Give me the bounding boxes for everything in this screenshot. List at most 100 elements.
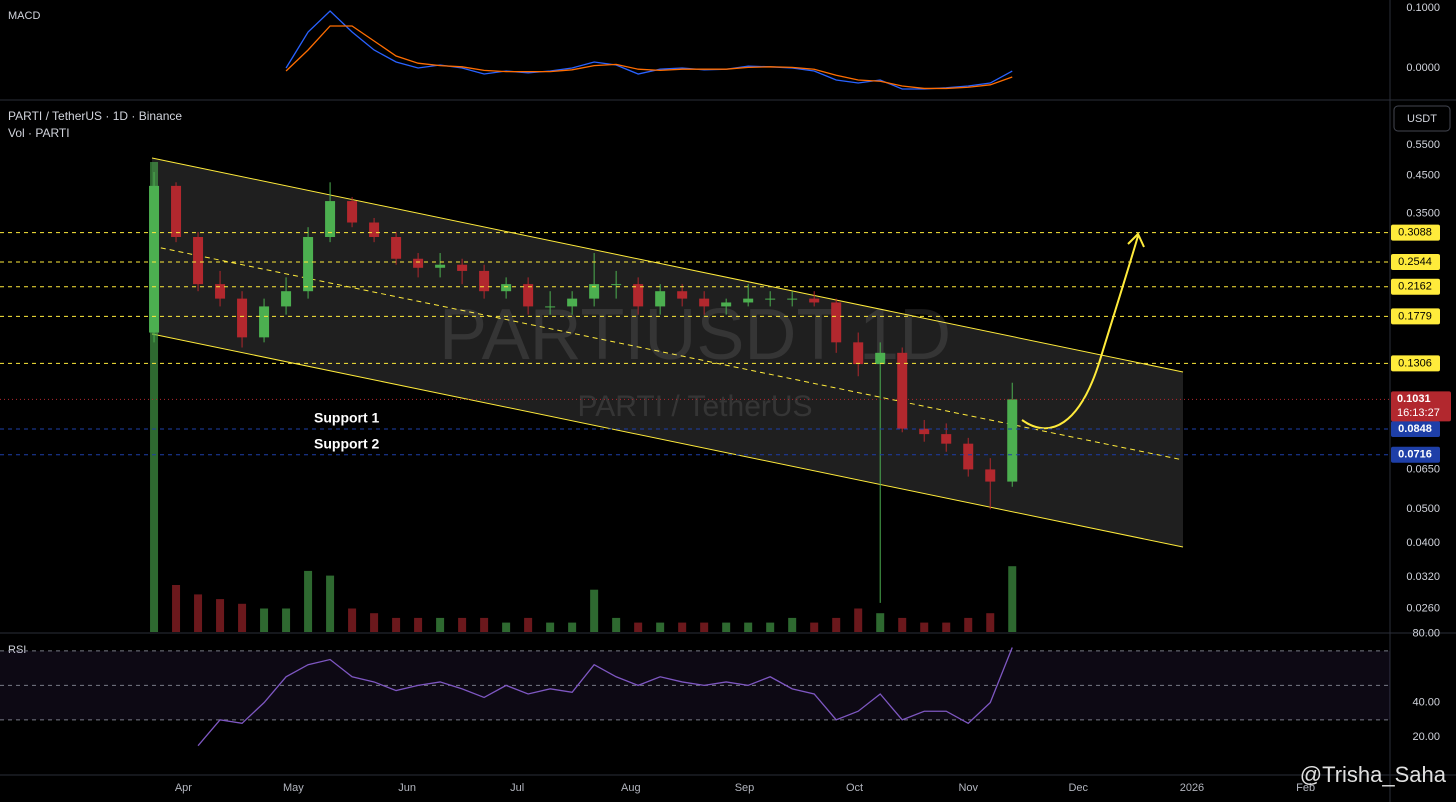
volume-bar: [502, 622, 511, 632]
channel-top: [151, 157, 1184, 373]
volume-bar: [722, 622, 731, 632]
candle-body: [853, 342, 864, 365]
volume-bar: [920, 622, 929, 632]
candle-body: [435, 264, 446, 268]
candle-body: [479, 270, 490, 292]
candle-body: [303, 237, 314, 292]
x-tick-label: Aug: [621, 782, 641, 794]
candle-body: [413, 258, 424, 268]
x-tick-label: Oct: [846, 782, 863, 794]
candle-body: [963, 443, 974, 470]
volume-bar: [392, 617, 401, 632]
volume-bar: [744, 622, 753, 632]
series-line: [285, 10, 1013, 90]
chart-title: PARTI / TetherUS · 1D · Binance: [8, 109, 182, 123]
x-tick-label: 2026: [1180, 782, 1204, 794]
volume-bar: [854, 608, 863, 632]
y-tick-label: 0.0320: [1406, 571, 1440, 583]
candle-body: [875, 352, 886, 365]
watermark: PARTIUSDT 1D: [439, 295, 951, 375]
candle-body: [897, 352, 908, 429]
level-label: 0.1779: [1398, 310, 1432, 322]
y-tick-label: 0.0500: [1406, 503, 1440, 515]
volume-bar: [304, 570, 313, 632]
volume-bar: [238, 603, 247, 632]
y-tick-label: 20.00: [1412, 731, 1440, 743]
volume-bar: [788, 617, 797, 632]
y-tick-label: 40.00: [1412, 697, 1440, 709]
currency-button[interactable]: [1393, 105, 1451, 132]
y-tick-label: 0.5500: [1406, 139, 1440, 151]
candle-body: [919, 428, 930, 435]
volume-bar: [194, 594, 203, 632]
volume-bar: [436, 617, 445, 632]
last-price: 0.1031: [1397, 393, 1431, 405]
x-tick-label: May: [283, 782, 304, 794]
level-label: 0.2544: [1398, 256, 1432, 268]
support-name: Support 2: [314, 435, 380, 451]
currency-label[interactable]: USDT: [1407, 113, 1437, 125]
volume-bar: [568, 622, 577, 632]
x-tick-label: Feb: [1296, 782, 1315, 794]
x-tick-label: Jul: [510, 782, 524, 794]
macd-title: MACD: [8, 10, 40, 22]
candle-body: [699, 298, 710, 307]
countdown: 16:13:27: [1397, 407, 1440, 419]
support-label-bg: [1391, 421, 1440, 438]
volume-bar: [370, 613, 379, 632]
y-tick-label: 0.0650: [1406, 463, 1440, 475]
support-label: 0.0716: [1398, 449, 1432, 461]
candle-body: [369, 222, 380, 238]
watermark-sub: PARTI / TetherUS: [577, 390, 812, 423]
candle-body: [501, 284, 512, 292]
level-label: 0.3088: [1398, 227, 1432, 239]
level-label-bg: [1391, 224, 1440, 241]
volume-bar: [282, 608, 291, 632]
x-tick-label: Jun: [398, 782, 416, 794]
volume-bar: [964, 617, 973, 632]
rsi-band: [0, 650, 1390, 720]
candle-body: [1007, 399, 1018, 482]
volume-bar: [150, 162, 159, 632]
candle-body: [611, 284, 622, 286]
candle-body: [743, 298, 754, 303]
candle-body: [567, 298, 578, 307]
volume-bar: [216, 599, 225, 632]
level-label: 0.2162: [1398, 281, 1432, 293]
volume-bar: [700, 622, 709, 632]
candle-body: [985, 469, 996, 482]
candle-body: [325, 201, 336, 238]
candle-body: [545, 306, 556, 308]
level-label-bg: [1391, 254, 1440, 271]
volume-bar: [612, 617, 621, 632]
y-tick-label: 0.4500: [1406, 169, 1440, 181]
credit: @Trisha_Saha: [1300, 762, 1447, 787]
candle-body: [787, 298, 798, 300]
volume-bar: [1008, 566, 1017, 632]
candle-body: [721, 302, 732, 307]
candle-body: [457, 264, 468, 271]
candle-body: [347, 201, 358, 223]
y-tick-label: 0.0260: [1406, 603, 1440, 615]
x-tick-label: Nov: [958, 782, 978, 794]
volume-bar: [260, 608, 269, 632]
x-tick-label: Sep: [735, 782, 755, 794]
y-tick-label: 0.1000: [1406, 2, 1440, 14]
y-tick-label: 80.00: [1412, 628, 1440, 640]
volume-bar: [546, 622, 555, 632]
volume-bar: [832, 617, 841, 632]
channel-bottom: [151, 333, 1184, 548]
x-tick-label: Apr: [175, 782, 192, 794]
volume-bar: [590, 589, 599, 632]
candle-body: [149, 185, 160, 333]
volume-bar: [458, 617, 467, 632]
candle-body: [523, 284, 534, 307]
candle-body: [281, 291, 292, 307]
candle-body: [765, 298, 776, 300]
candle-body: [633, 284, 644, 307]
level-label-bg: [1391, 278, 1440, 295]
chart-subtitle: Vol · PARTI: [8, 126, 70, 140]
level-label-bg: [1391, 308, 1440, 325]
